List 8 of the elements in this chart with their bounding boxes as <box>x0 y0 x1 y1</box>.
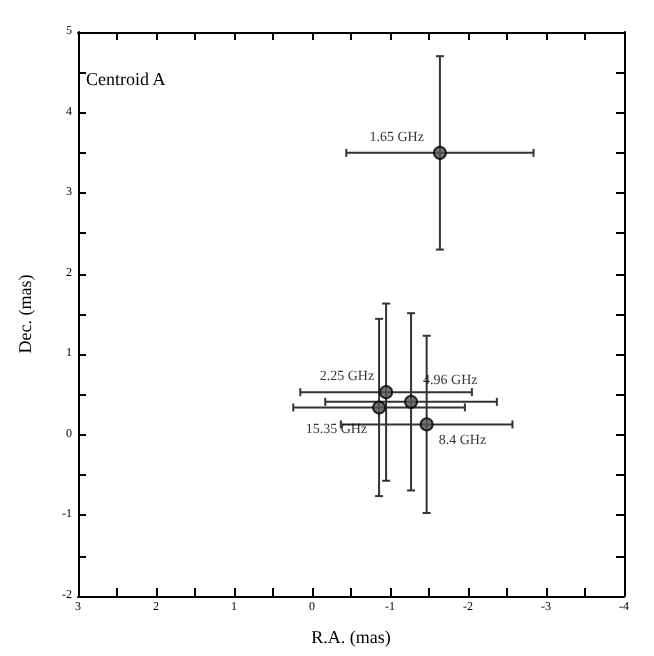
point <box>432 145 447 160</box>
x-axis-title: R.A. (mas) <box>311 627 391 647</box>
point <box>419 417 434 432</box>
point <box>372 400 387 415</box>
point <box>379 385 394 400</box>
text: Centroid A <box>86 69 167 89</box>
y-axis-title: Dec. (mas) <box>15 274 35 354</box>
point <box>404 394 419 409</box>
